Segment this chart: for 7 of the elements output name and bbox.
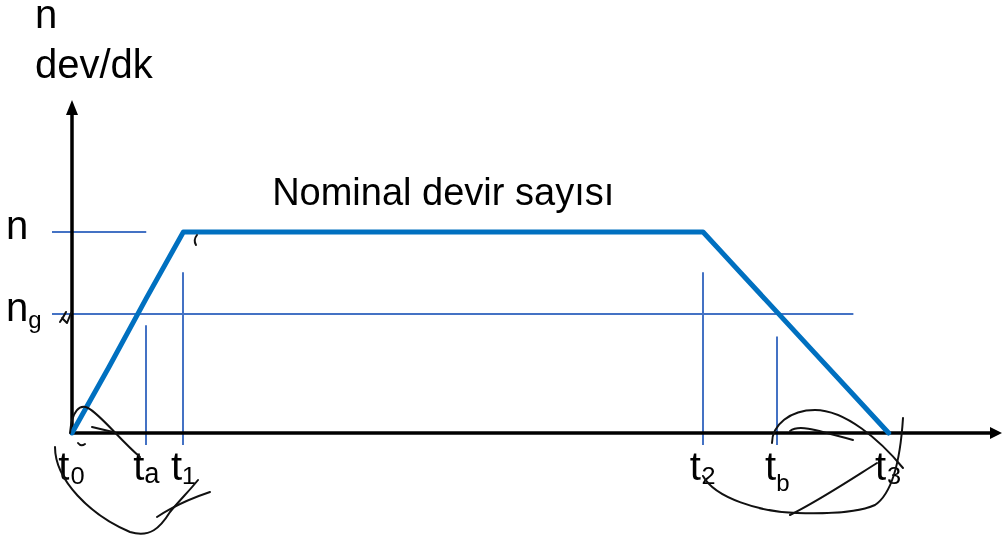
x-tick-label: t₂	[689, 444, 717, 488]
x-tick-label: tₐ	[133, 444, 161, 488]
annotation: Nominal devir sayısı	[272, 171, 615, 213]
x-tick-label: t₀	[58, 444, 86, 488]
y-axis-title: n dev/dk	[35, 0, 154, 86]
x-tick-label: t₁	[171, 444, 196, 488]
ref-line-label: n	[6, 203, 29, 248]
